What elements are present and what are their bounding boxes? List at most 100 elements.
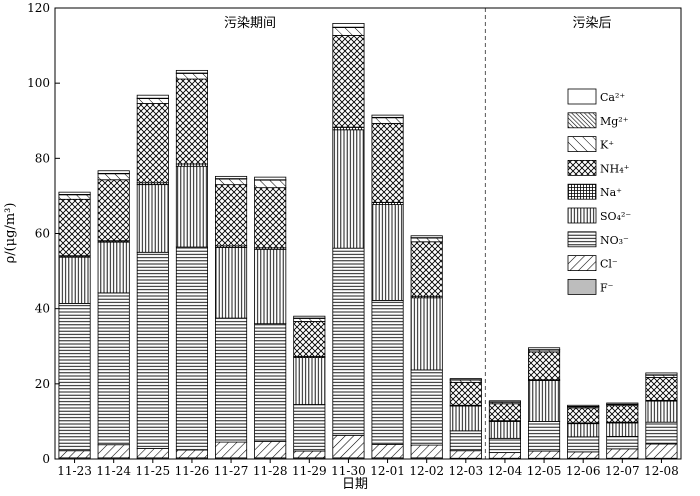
bar-segment-11-24-6 [98, 174, 129, 180]
bar-segment-12-06-2 [568, 437, 599, 452]
bar-segment-12-02-2 [411, 370, 442, 445]
x-tick-label: 12-04 [488, 464, 523, 478]
bar-segment-11-30-2 [333, 248, 364, 435]
bar-segment-12-02-6 [411, 238, 442, 242]
bar-segment-12-03-3 [450, 406, 481, 431]
y-tick-label: 100 [27, 76, 50, 90]
x-tick-label: 11-25 [136, 464, 171, 478]
bar-segment-12-08-8 [646, 373, 677, 375]
x-tick-label: 12-05 [527, 464, 562, 478]
bar-segment-11-29-2 [294, 405, 325, 452]
y-tick-label: 60 [35, 227, 50, 241]
legend-label: Cl⁻ [600, 258, 618, 271]
legend-label: K⁺ [600, 139, 614, 152]
bar-segment-12-03-2 [450, 431, 481, 451]
x-tick-label: 11-24 [96, 464, 131, 478]
legend-swatch [568, 160, 596, 175]
bar-segment-12-02-5 [411, 242, 442, 297]
bar-segment-12-01-1 [372, 444, 403, 458]
bar-segment-12-05-1 [528, 451, 559, 458]
bar-segment-12-07-8 [607, 403, 638, 404]
x-tick-label: 12-06 [566, 464, 601, 478]
bar-segment-11-29-6 [294, 318, 325, 321]
bar-segment-12-01-8 [372, 115, 403, 117]
bar-segment-11-26-1 [176, 450, 207, 458]
legend-swatch [568, 279, 596, 294]
bar-segment-11-26-3 [176, 166, 207, 247]
x-tick-label: 11-30 [331, 464, 366, 478]
bar-segment-12-04-5 [489, 404, 520, 421]
bar-segment-12-07-5 [607, 406, 638, 423]
bar-segment-12-08-5 [646, 377, 677, 400]
legend-swatch [568, 256, 596, 271]
bar-segment-11-24-2 [98, 293, 129, 445]
bar-segment-11-30-8 [333, 23, 364, 27]
bar-segment-12-05-5 [528, 352, 559, 380]
bar-segment-12-05-8 [528, 348, 559, 350]
bar-segment-11-24-8 [98, 171, 129, 174]
bar-segment-11-26-5 [176, 79, 207, 164]
bar-segment-11-26-6 [176, 73, 207, 79]
x-tick-label: 12-08 [644, 464, 679, 478]
bar-segment-12-08-3 [646, 401, 677, 422]
bar-segment-11-23-2 [59, 303, 90, 450]
legend-swatch [568, 232, 596, 247]
y-tick-label: 80 [35, 151, 50, 165]
x-tick-label: 11-26 [175, 464, 210, 478]
bar-segment-12-01-3 [372, 205, 403, 301]
y-axis-title: ρ/(μg/m³) [3, 203, 18, 264]
legend-label: Mg²⁺ [600, 115, 629, 128]
bar-segment-12-04-2 [489, 438, 520, 452]
bar-segment-11-23-5 [59, 199, 90, 255]
bar-segment-12-01-2 [372, 300, 403, 444]
bar-segment-11-25-3 [137, 185, 168, 253]
bar-segment-11-25-8 [137, 95, 168, 98]
x-tick-label: 11-29 [292, 464, 327, 478]
bar-segment-12-05-3 [528, 380, 559, 421]
x-tick-label: 12-01 [370, 464, 405, 478]
bar-segment-11-29-3 [294, 358, 325, 405]
bar-segment-12-06-5 [568, 408, 599, 423]
bar-segment-11-25-6 [137, 99, 168, 104]
y-tick-label: 0 [42, 452, 50, 466]
bar-segment-12-07-1 [607, 449, 638, 458]
bar-segment-11-27-1 [215, 442, 246, 458]
x-tick-label: 12-02 [409, 464, 444, 478]
y-tick-label: 120 [27, 1, 50, 15]
bar-segment-11-25-5 [137, 103, 168, 182]
bar-segment-11-29-8 [294, 316, 325, 318]
bar-segment-12-01-6 [372, 118, 403, 124]
bar-segment-12-06-1 [568, 452, 599, 458]
bar-segment-11-23-6 [59, 195, 90, 200]
y-tick-label: 40 [35, 302, 50, 316]
bar-segment-11-24-1 [98, 445, 129, 458]
bar-segment-11-25-1 [137, 448, 168, 457]
legend-label: F⁻ [600, 281, 614, 294]
legend-label: Ca²⁺ [600, 91, 625, 104]
bar-segment-11-28-2 [255, 324, 286, 442]
bar-segment-11-26-8 [176, 70, 207, 73]
legend-swatch [568, 184, 596, 199]
bar-segment-11-27-5 [215, 185, 246, 246]
annotation-during-pollution: 污染期间 [224, 16, 276, 31]
bar-segment-12-03-5 [450, 382, 481, 405]
bar-segment-11-30-3 [333, 130, 364, 248]
bar-segment-12-04-1 [489, 453, 520, 459]
legend: Ca²⁺Mg²⁺K⁺NH₄⁺Na⁺SO₄²⁻NO₃⁻Cl⁻F⁻ [568, 89, 631, 294]
y-tick-label: 20 [35, 377, 50, 391]
bar-segment-11-24-3 [98, 242, 129, 293]
legend-swatch [568, 208, 596, 223]
bar-segment-11-28-1 [255, 441, 286, 458]
bar-segment-11-29-5 [294, 321, 325, 356]
legend-swatch [568, 137, 596, 152]
legend-swatch [568, 89, 596, 104]
bar-segment-11-30-5 [333, 35, 364, 127]
bar-segment-12-03-8 [450, 379, 481, 380]
legend-label: Na⁺ [600, 186, 622, 199]
bar-segment-12-08-1 [646, 444, 677, 458]
x-tick-label: 12-07 [605, 464, 640, 478]
bar-segment-11-23-8 [59, 192, 90, 194]
annotation-after-pollution: 污染后 [572, 16, 611, 31]
bar-segment-11-24-5 [98, 180, 129, 241]
